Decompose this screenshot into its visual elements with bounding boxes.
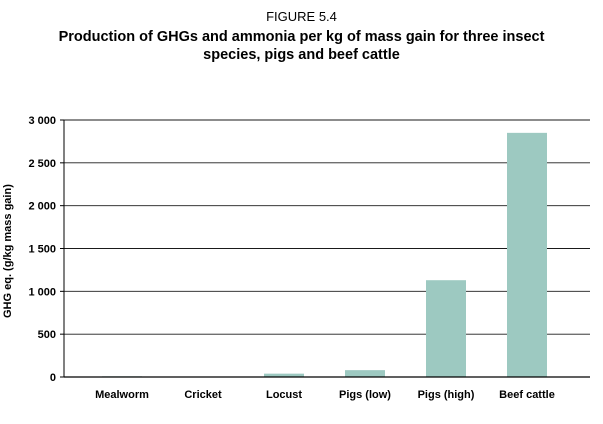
bars: [102, 132, 547, 378]
tick-labels: 0 500 1 000 1 500 2 000 2 500 3 000 Mealworm Cri…: [28, 115, 554, 401]
x-tick-label: Cricket: [184, 389, 222, 401]
chart-title: Production of GHGs and ammonia per kg of…: [58, 29, 545, 63]
y-tick-label: 1 000: [28, 286, 56, 298]
x-tick-label: Locust: [266, 389, 302, 401]
y-tick-label: 1 500: [28, 244, 56, 256]
y-tick-label: 0: [50, 372, 56, 384]
y-tick-label: 500: [38, 329, 56, 341]
y-tick-label: 3 000: [28, 115, 56, 127]
bar-beef-cattle: [507, 132, 547, 377]
axes: [60, 119, 590, 378]
y-tick-label: 2 500: [28, 158, 56, 170]
bar-pigs-high: [426, 280, 466, 377]
bar-locust: [264, 373, 304, 377]
figure-label: FIGURE 5.4: [266, 9, 337, 24]
gridlines: [64, 119, 590, 335]
x-tick-label: Beef cattle: [499, 389, 555, 401]
y-tick-label: 2 000: [28, 201, 56, 213]
x-tick-label: Pigs (high): [418, 389, 475, 401]
bar-pigs-low: [345, 370, 385, 377]
x-tick-label: Mealworm: [95, 389, 149, 401]
x-tick-label: Pigs (low): [339, 389, 391, 401]
